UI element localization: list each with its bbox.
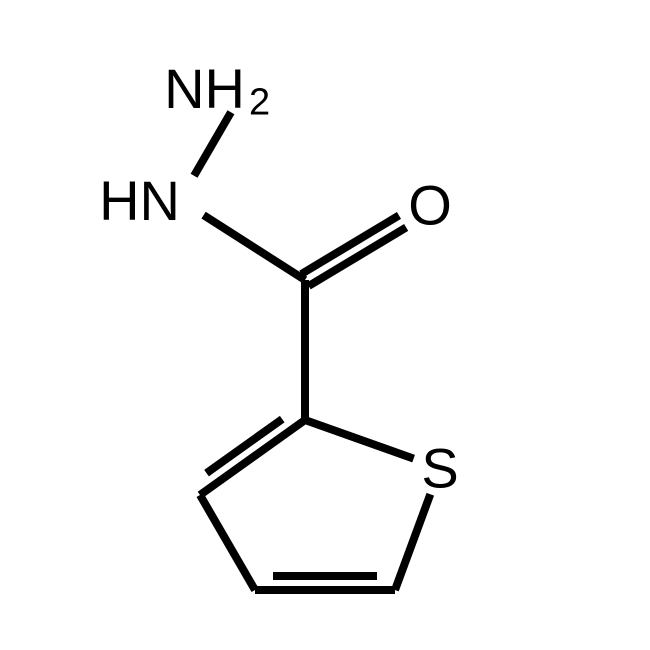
- bond-line: [200, 420, 305, 495]
- bond-line: [204, 215, 305, 280]
- atoms-layer: NH2 HN O S: [99, 57, 459, 500]
- atom-label: NH: [164, 57, 245, 120]
- atom-label: O: [408, 174, 452, 237]
- bond-line: [395, 494, 430, 590]
- atom-label: S: [421, 437, 458, 500]
- bond-line: [200, 495, 255, 590]
- bond-line: [194, 112, 231, 176]
- atom-label: HN: [99, 169, 180, 232]
- atom-subscript: 2: [249, 82, 270, 124]
- bond-line: [305, 420, 414, 459]
- molecule-diagram: NH2 HN O S: [0, 0, 650, 650]
- bonds-layer: [194, 112, 430, 590]
